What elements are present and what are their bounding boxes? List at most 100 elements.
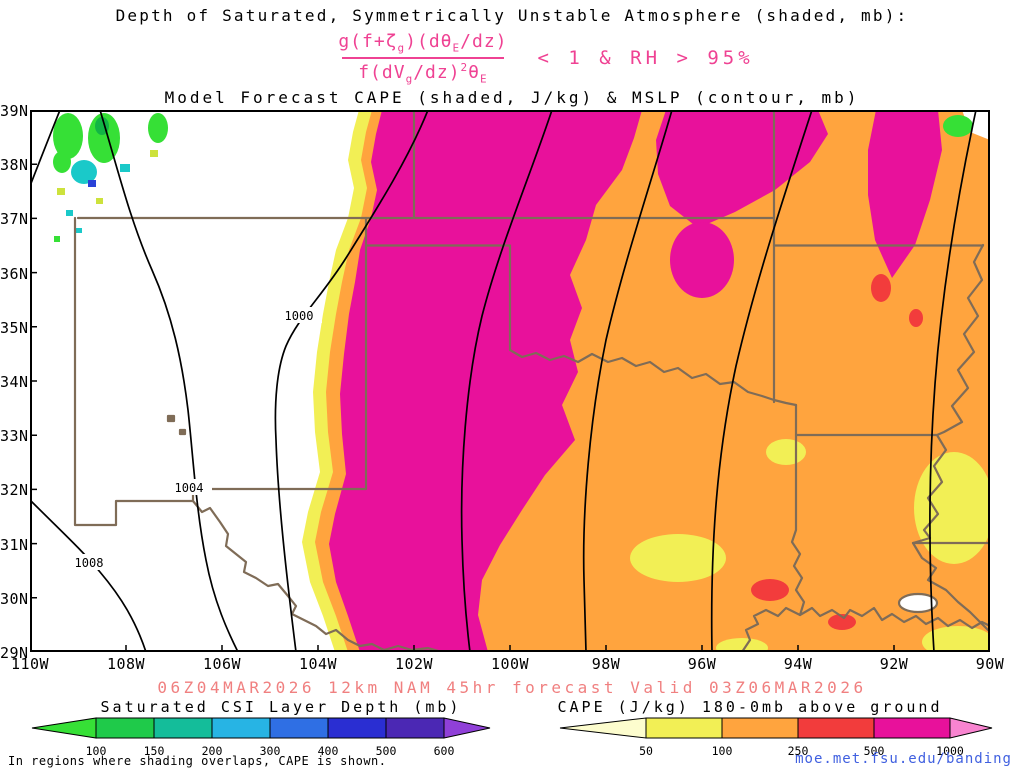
cape-colorbar-arrow-high (949, 717, 993, 739)
cape-magenta-column-e (868, 110, 942, 278)
cape-tick: 50 (639, 744, 653, 758)
csi-cyan-patch (120, 164, 130, 172)
cape-red-spot (828, 614, 856, 630)
csi-tick: 300 (259, 744, 281, 758)
cape-red-spot (751, 579, 789, 601)
mslp-contours (30, 110, 977, 652)
banding-site-link[interactable]: moe.met.fsu.edu/banding (795, 751, 1012, 767)
lat-label: 34N (0, 373, 29, 391)
lon-label: 90W (975, 655, 1005, 673)
lat-label: 36N (0, 265, 29, 283)
lon-label: 106W (202, 655, 242, 673)
contour-line-1000 (274, 110, 429, 652)
cape-colorbar-segment (873, 717, 951, 739)
csi-blue-patch (88, 180, 96, 187)
subtitle: Model Forecast CAPE (shaded, J/kg) & MSL… (164, 88, 860, 107)
forecast-valid-line: 06Z04MAR2026 12km NAM 45hr forecast Vali… (157, 678, 867, 697)
csi-yellowgreen-speck (150, 150, 158, 157)
lat-label: 32N (0, 481, 29, 499)
csi-colorbar-segment (153, 717, 213, 739)
contour-line (582, 110, 673, 652)
cape-tick: 100 (711, 744, 733, 758)
cape-red-spot (909, 309, 923, 327)
lon-label: 92W (879, 655, 909, 673)
cape-colorbar-segment (645, 717, 723, 739)
lat-label: 29N (0, 644, 29, 662)
cape-magenta-blob-ne (656, 110, 828, 228)
cape-yellow-patch (766, 439, 806, 465)
lon-label: 110W (10, 655, 50, 673)
cape-shading-group (302, 110, 990, 652)
lake-pontchartrain (897, 592, 939, 614)
clear-corner-ne (962, 110, 990, 140)
contour-line (30, 110, 61, 187)
csi-green-speck (54, 236, 60, 242)
contour-line-1008 (30, 499, 147, 652)
contour-line (929, 110, 977, 652)
csi-cyan-speck (76, 228, 82, 233)
cape-tick: 1000 (936, 744, 964, 758)
map-frame (30, 110, 990, 652)
csi-cyan-patch (71, 160, 97, 184)
formula-condition: < 1 & RH > 95% (537, 47, 754, 70)
csi-tick: 200 (201, 744, 223, 758)
csi-colorbar-segment (385, 717, 445, 739)
contour-line-1004 (99, 110, 239, 652)
panhandle-lake (178, 428, 187, 436)
csi-colorbar-segment (269, 717, 329, 739)
gulf-coastline (740, 606, 990, 652)
csi-yellowgreen-speck (57, 188, 65, 195)
csi-yellowgreen-speck (96, 198, 103, 204)
lat-label: 37N (0, 210, 29, 228)
lon-label: 100W (490, 655, 530, 673)
csi-green-patch (53, 113, 83, 159)
cape-magenta-finger (670, 222, 734, 298)
lon-label: 94W (783, 655, 813, 673)
border-mississippi-river (911, 243, 990, 632)
csi-tick: 150 (143, 744, 165, 758)
cape-yellow-patch (630, 534, 726, 582)
contour-line (710, 110, 813, 652)
contour-label-1004: 1004 (175, 481, 204, 495)
csi-colorbar-arrow-low (31, 717, 97, 739)
csi-colorbar-segment (211, 717, 271, 739)
csi-shading-group (53, 113, 973, 242)
cape-legend-title: CAPE (J/kg) 180-0mb above ground (557, 698, 943, 716)
csi-formula: g(f+ζg)(dθE/dz) f(dVg/dz)2θE < 1 & RH > … (34, 31, 1024, 86)
lat-label: 38N (0, 156, 29, 174)
csi-legend-title: Saturated CSI Layer Depth (mb) (100, 698, 462, 716)
csi-colorbar-segment (95, 717, 155, 739)
page-title: Depth of Saturated, Symmetrically Unstab… (115, 6, 909, 25)
lon-label: 108W (106, 655, 146, 673)
cape-colorbar-segment (721, 717, 799, 739)
cape-yellow-patch (716, 638, 768, 652)
cape-colorbar (559, 717, 993, 739)
lat-label: 35N (0, 319, 29, 337)
csi-tick: 500 (375, 744, 397, 758)
contour-line (460, 110, 553, 652)
formula-denominator: f(dVg/dz)2θE (358, 60, 488, 86)
overlap-note: In regions where shading overlaps, CAPE … (8, 754, 387, 768)
cape-red-spot (871, 274, 891, 302)
axis-ticks (30, 163, 895, 652)
formula-numerator: g(f+ζg)(dθE/dz) (338, 31, 508, 55)
formula-fraction: g(f+ζg)(dθE/dz) f(dVg/dz)2θE (338, 31, 507, 86)
csi-cyan-speck (66, 210, 73, 216)
lon-label: 98W (591, 655, 621, 673)
cape-yellow-patch (914, 452, 990, 564)
lon-label: 96W (687, 655, 717, 673)
cape-tick: 250 (787, 744, 809, 758)
lon-label: 104W (298, 655, 338, 673)
border-rio-grande (191, 499, 444, 652)
cape-yellow-patch (922, 626, 990, 652)
lat-label: 33N (0, 427, 29, 445)
border-nm-west (73, 216, 195, 527)
csi-tick: 100 (85, 744, 107, 758)
lat-label: 39N (0, 102, 29, 120)
border-ok-panhandle-red-river (364, 244, 798, 407)
border-tx-la-sabine (790, 403, 806, 617)
panhandle-lake (166, 414, 176, 423)
contour-label-1008: 1008 (75, 556, 104, 570)
cape-tick: 500 (863, 744, 885, 758)
